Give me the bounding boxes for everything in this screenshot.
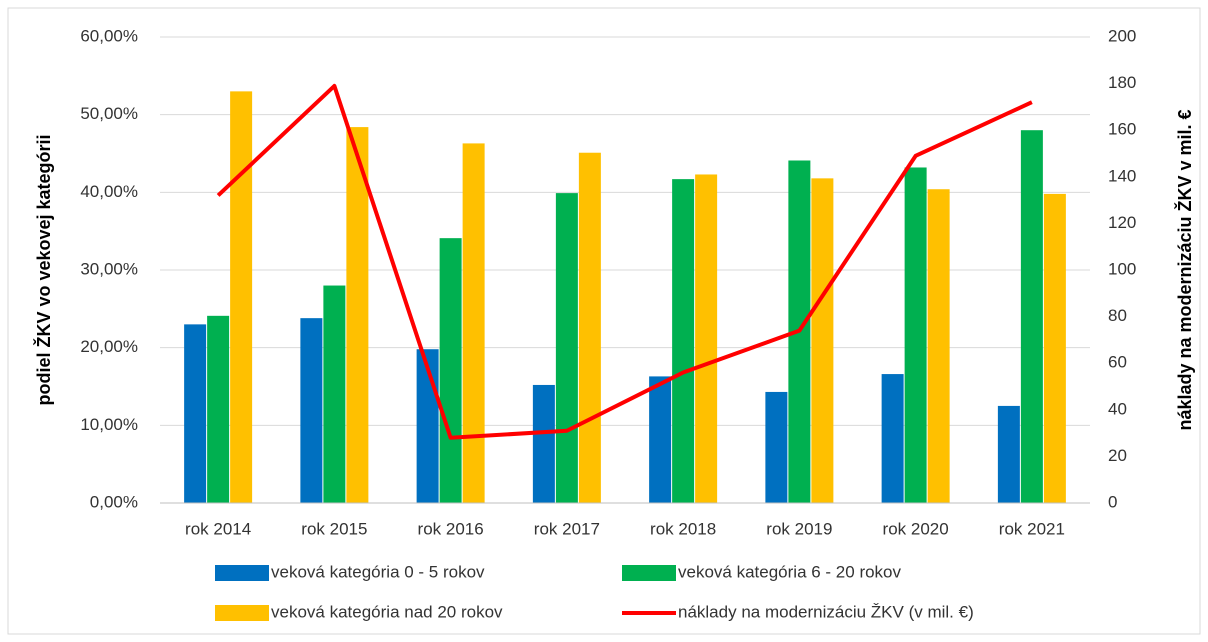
- bar: [1043, 193, 1066, 504]
- y2-tick-label: 180: [1108, 73, 1136, 92]
- legend-swatch: [622, 565, 676, 581]
- bar: [462, 143, 485, 504]
- y-tick-label: 40,00%: [80, 182, 138, 201]
- x-tick-label: rok 2016: [418, 519, 484, 538]
- bar: [578, 152, 601, 503]
- x-tick-label: rok 2014: [185, 519, 251, 538]
- bar: [811, 178, 834, 503]
- bar: [997, 405, 1020, 503]
- legend-swatch: [215, 605, 269, 621]
- legend-label: náklady na modernizáciu ŽKV (v mil. €): [678, 602, 974, 621]
- y2-tick-label: 120: [1108, 213, 1136, 232]
- x-tick-label: rok 2018: [650, 519, 716, 538]
- bar: [765, 391, 788, 503]
- chart-frame: [7, 7, 1201, 635]
- y2-axis-label: náklady na modernizáciu ŽKV v mil. €: [1174, 109, 1195, 430]
- y-tick-label: 0,00%: [90, 492, 138, 511]
- y-tick-label: 20,00%: [80, 337, 138, 356]
- bar: [230, 91, 253, 503]
- y2-tick-label: 200: [1108, 26, 1136, 45]
- y-tick-label: 10,00%: [80, 415, 138, 434]
- y-tick-label: 50,00%: [80, 104, 138, 123]
- x-tick-label: rok 2020: [883, 519, 949, 538]
- bar: [555, 193, 578, 504]
- y2-tick-label: 0: [1108, 492, 1117, 511]
- x-tick-label: rok 2015: [301, 519, 367, 538]
- bar: [695, 174, 718, 503]
- y-tick-label: 60,00%: [80, 26, 138, 45]
- y2-tick-label: 160: [1108, 120, 1136, 139]
- legend-label: veková kategória nad 20 rokov: [271, 602, 503, 621]
- bar: [207, 315, 230, 503]
- bar: [927, 189, 950, 503]
- y-tick-label: 30,00%: [80, 259, 138, 278]
- bar: [439, 238, 462, 503]
- legend-label: veková kategória 6 - 20 rokov: [678, 562, 902, 581]
- bar: [532, 384, 555, 503]
- x-tick-label: rok 2021: [999, 519, 1065, 538]
- bar: [323, 285, 346, 503]
- bar: [184, 324, 207, 503]
- y2-tick-label: 80: [1108, 306, 1127, 325]
- y2-tick-label: 60: [1108, 353, 1127, 372]
- y2-tick-label: 100: [1108, 259, 1136, 278]
- bar: [881, 374, 904, 503]
- legend-swatch: [215, 565, 269, 581]
- bar: [649, 376, 672, 503]
- y2-tick-label: 20: [1108, 446, 1127, 465]
- y2-tick-label: 140: [1108, 166, 1136, 185]
- legend-label: veková kategória 0 - 5 rokov: [271, 562, 485, 581]
- bar: [346, 127, 369, 504]
- bar: [672, 179, 695, 503]
- y2-tick-label: 40: [1108, 399, 1127, 418]
- y-axis-label: podiel ŽKV vo vekovej kategórii: [33, 134, 54, 405]
- x-tick-label: rok 2019: [766, 519, 832, 538]
- bar: [300, 318, 323, 503]
- bar: [904, 167, 927, 504]
- x-tick-label: rok 2017: [534, 519, 600, 538]
- line: [216, 83, 1033, 440]
- bar: [1020, 130, 1043, 503]
